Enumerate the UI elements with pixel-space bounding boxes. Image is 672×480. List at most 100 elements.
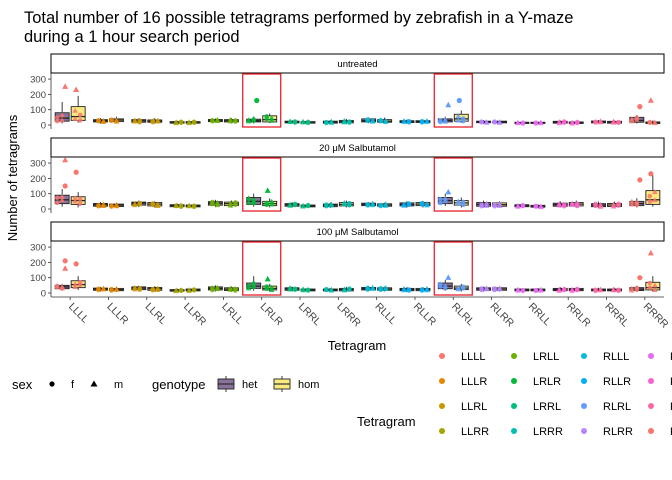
box-lrrl-hom: [300, 202, 316, 209]
sex-m-label: m: [114, 379, 123, 391]
highlight-frame-lrlr: [242, 73, 282, 128]
box-rrll-hom: [530, 203, 546, 210]
data-point: [515, 119, 521, 125]
box-rlrl-het: [437, 193, 453, 206]
outlier-point: [73, 261, 79, 267]
data-point: [300, 118, 306, 124]
tetragram-key: LLLR: [439, 376, 487, 388]
data-point: [369, 117, 376, 123]
data-point: [173, 287, 179, 293]
data-point: [150, 286, 156, 292]
tetragram-key: RLRL: [581, 401, 631, 413]
box-lrrl-het: [284, 201, 300, 208]
y-tick-label: 200: [30, 90, 46, 101]
data-point: [96, 118, 101, 123]
tetragram-key-label: LLRR: [461, 426, 489, 438]
data-point: [292, 201, 298, 207]
data-point: [77, 279, 83, 285]
facet-strip-label: 100 μM Salbutamol: [316, 227, 398, 238]
box-rrll-hom: [530, 286, 546, 294]
data-point: [264, 200, 270, 206]
data-point: [54, 195, 60, 201]
data-point: [378, 117, 383, 123]
data-point: [520, 121, 526, 126]
tetragram-key: RLLR: [581, 376, 631, 388]
data-point: [59, 197, 65, 203]
box-rlrr-het: [476, 200, 492, 209]
data-point: [268, 198, 275, 204]
box-rllr-hom: [415, 285, 431, 293]
data-point: [538, 287, 544, 293]
data-point: [460, 284, 466, 290]
outlier-point: [62, 265, 69, 271]
data-point: [569, 286, 576, 292]
data-point: [520, 287, 526, 293]
data-point: [610, 119, 617, 125]
data-point: [191, 120, 197, 126]
box-rlrr-hom: [492, 285, 508, 293]
x-tick-label-rlrr: RLRR: [487, 301, 516, 330]
tetragram-key-label: R: [670, 376, 672, 388]
box-llll-het: [54, 189, 70, 207]
box-lrlr-het: [245, 276, 262, 291]
tetragram-key-dot: [439, 353, 445, 359]
data-point: [268, 115, 275, 121]
data-point: [533, 203, 539, 209]
data-point: [292, 120, 298, 125]
tetragram-key: R: [648, 351, 672, 363]
data-point: [210, 201, 215, 207]
data-point: [233, 118, 238, 123]
data-point: [406, 201, 412, 206]
box-rrrl-het: [591, 201, 606, 209]
box-rlrl-hom: [453, 110, 469, 124]
data-point: [77, 112, 83, 118]
box-lrll-hom: [223, 200, 239, 208]
data-point: [137, 119, 143, 125]
box-rlll-het: [361, 200, 377, 208]
data-point: [292, 286, 298, 292]
y-tick-label: 300: [30, 75, 46, 86]
box-rrll-het: [514, 286, 530, 294]
data-point: [424, 201, 430, 207]
tetragram-key: R: [648, 401, 672, 413]
box-llrr-hom: [185, 119, 201, 126]
box-rrlr-het: [552, 119, 568, 126]
box-lrrr-hom: [338, 199, 354, 208]
data-point: [437, 118, 443, 124]
data-point: [647, 199, 653, 204]
data-point: [538, 203, 544, 209]
box-rlrr-het: [476, 285, 492, 293]
genotype-key-hom: hom: [273, 376, 319, 392]
data-point: [629, 198, 635, 204]
data-point: [492, 287, 497, 293]
tetragram-key-label: RLRL: [603, 401, 631, 413]
box-lrlr-het: [245, 193, 262, 207]
genotype-key-het: het: [217, 376, 257, 392]
box-rrrl-hom: [607, 118, 622, 126]
data-point: [556, 286, 563, 292]
data-point: [328, 286, 335, 292]
data-point: [59, 193, 65, 199]
y-tick-label: 300: [30, 243, 46, 254]
data-point: [442, 282, 449, 288]
outlier-point: [73, 86, 80, 92]
x-tick-label-lrrr: LRRR: [334, 301, 363, 330]
box-rlll-hom: [377, 117, 393, 124]
data-point: [515, 202, 521, 208]
data-point: [460, 202, 466, 208]
box-rrll-het: [514, 202, 530, 209]
data-point: [597, 203, 604, 209]
box-rlrr-hom: [492, 119, 508, 125]
data-point: [54, 118, 60, 124]
box-llrr-hom: [185, 202, 201, 210]
data-point: [652, 282, 658, 288]
box-lrll-het: [207, 116, 223, 124]
data-point: [214, 117, 221, 123]
data-point: [347, 202, 352, 208]
data-point: [59, 284, 65, 290]
data-point: [72, 198, 78, 204]
box-rllr-het: [399, 118, 415, 125]
box-rrlr-hom: [568, 119, 584, 126]
outlier-point: [648, 171, 654, 177]
data-point: [113, 285, 120, 291]
